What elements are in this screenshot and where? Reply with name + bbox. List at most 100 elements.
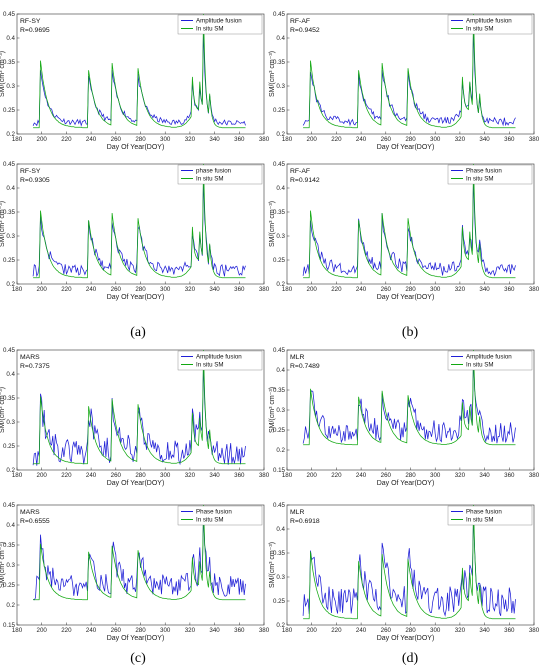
r-value-label: R=0.9142 [290,177,320,184]
series-line-fusion [302,517,516,617]
x-tick-label: 280 [405,136,416,143]
x-tick-label: 180 [12,472,23,479]
x-tick-label: 360 [234,472,245,479]
x-tick-label: 220 [331,627,342,634]
x-tick-label: 260 [111,472,122,479]
series-line-insitu [303,13,516,129]
x-tick-label: 280 [405,627,416,634]
x-tick-label: 280 [135,627,146,634]
legend-entry: In situ SM [196,176,224,183]
model-label: MARS [20,509,40,516]
model-label: MLR [290,509,304,516]
chart-panel-4: 180 200 220 240 260 280 300 320 340 360 380 0.2 0.25… [269,161,540,301]
chart-panel-1: 180 200 220 240 260 280 300 320 340 360 380 0.2 0.25… [0,11,270,151]
x-tick-label: 380 [259,286,270,293]
x-tick-label: 280 [135,136,146,143]
legend-entry: Phase fusion [466,509,502,516]
x-tick-label: 300 [160,136,171,143]
y-tick-label: 0.4 [276,367,285,374]
y-tick-label: 0.45 [3,502,16,509]
y-tick-label: 0.25 [3,582,16,589]
r-value-label: R=0.9452 [290,27,320,34]
x-tick-label: 200 [307,472,318,479]
caption-a: (a) [130,325,146,340]
x-tick-label: 220 [331,472,342,479]
x-tick-label: 220 [61,472,72,479]
legend-box [177,164,263,185]
series-line-insitu [303,163,516,279]
x-tick-label: 180 [12,286,23,293]
x-tick-label: 360 [234,136,245,143]
x-tick-label: 240 [86,286,97,293]
x-tick-label: 220 [331,136,342,143]
y-axis-label: SM/(cm³ cm⁻³) [269,51,276,97]
x-tick-label: 240 [86,136,97,143]
chart-panels: 180 200 220 240 260 280 300 320 340 360 380 0.2 0.25… [0,11,540,642]
chart-panel-7: 180 200 220 240 260 280 300 320 340 360 380 0.15 0.2… [0,502,270,642]
y-tick-label: 0.45 [273,11,286,18]
y-axis-label: SM/(cm³ cm⁻³) [0,542,6,588]
chart-panel-8: 180 200 220 240 260 280 300 320 340 360 380 0.2 0.25… [269,502,540,642]
y-tick-label: 0.45 [273,347,286,354]
x-axis-label: Day Of Year(DOY) [377,635,435,642]
x-tick-label: 340 [209,286,220,293]
x-tick-label: 280 [135,286,146,293]
legend-entry: Phase fusion [466,168,502,175]
x-tick-label: 340 [479,627,490,634]
x-tick-label: 320 [185,136,196,143]
y-tick-label: 0.2 [276,622,285,629]
x-tick-label: 380 [259,472,270,479]
series-line-fusion [32,516,246,601]
y-tick-label: 0.25 [3,257,16,264]
x-tick-label: 320 [455,286,466,293]
x-tick-label: 240 [356,286,367,293]
y-tick-label: 0.4 [6,522,15,529]
r-value-label: R=0.7375 [20,363,50,370]
x-tick-label: 300 [430,286,441,293]
series-line-insitu [303,504,516,620]
y-tick-label: 0.25 [3,443,16,450]
y-tick-label: 0.3 [276,574,285,581]
series-line-insitu [33,163,246,279]
x-tick-label: 260 [381,627,392,634]
y-axis-label: SM/(cm³ cm⁻³) [0,51,6,97]
y-tick-label: 0.25 [273,427,286,434]
x-tick-label: 180 [282,286,293,293]
x-tick-label: 260 [111,286,122,293]
x-tick-label: 380 [259,627,270,634]
y-axis-label: SM/(cm³ cm⁻³) [269,201,276,247]
x-tick-label: 380 [529,286,540,293]
x-tick-label: 260 [381,286,392,293]
model-label: RF-SY [20,18,41,25]
x-tick-label: 340 [479,286,490,293]
x-axis-label: Day Of Year(DOY) [107,480,165,487]
legend-entry: Amplitude fusion [466,18,512,25]
x-tick-label: 200 [37,472,48,479]
y-tick-label: 0.35 [3,209,16,216]
x-tick-label: 320 [455,472,466,479]
x-tick-label: 240 [356,472,367,479]
y-tick-label: 0.4 [276,185,285,192]
chart-panel-2: 180 200 220 240 260 280 300 320 340 360 380 0.2 0.25… [269,11,540,151]
x-tick-label: 240 [86,472,97,479]
y-tick-label: 0.45 [273,161,286,168]
x-tick-label: 320 [185,472,196,479]
y-tick-label: 0.25 [273,107,286,114]
x-axis-label: Day Of Year(DOY) [377,144,435,151]
y-tick-label: 0.4 [6,35,15,42]
legend-box [447,350,533,371]
model-label: MARS [20,354,40,361]
model-label: MLR [290,354,304,361]
x-tick-label: 340 [479,472,490,479]
x-tick-label: 240 [86,627,97,634]
y-tick-label: 0.3 [276,407,285,414]
legend-entry: Phase fusion [196,509,232,516]
chart-panel-5: 180 200 220 240 260 280 300 320 340 360 380 0.2 0.25… [0,347,270,487]
legend-entry: In situ SM [196,362,224,369]
x-tick-label: 200 [37,627,48,634]
legend-entry: In situ SM [196,26,224,33]
x-tick-label: 280 [405,286,416,293]
y-tick-label: 0.3 [276,83,285,90]
x-tick-label: 340 [209,136,220,143]
